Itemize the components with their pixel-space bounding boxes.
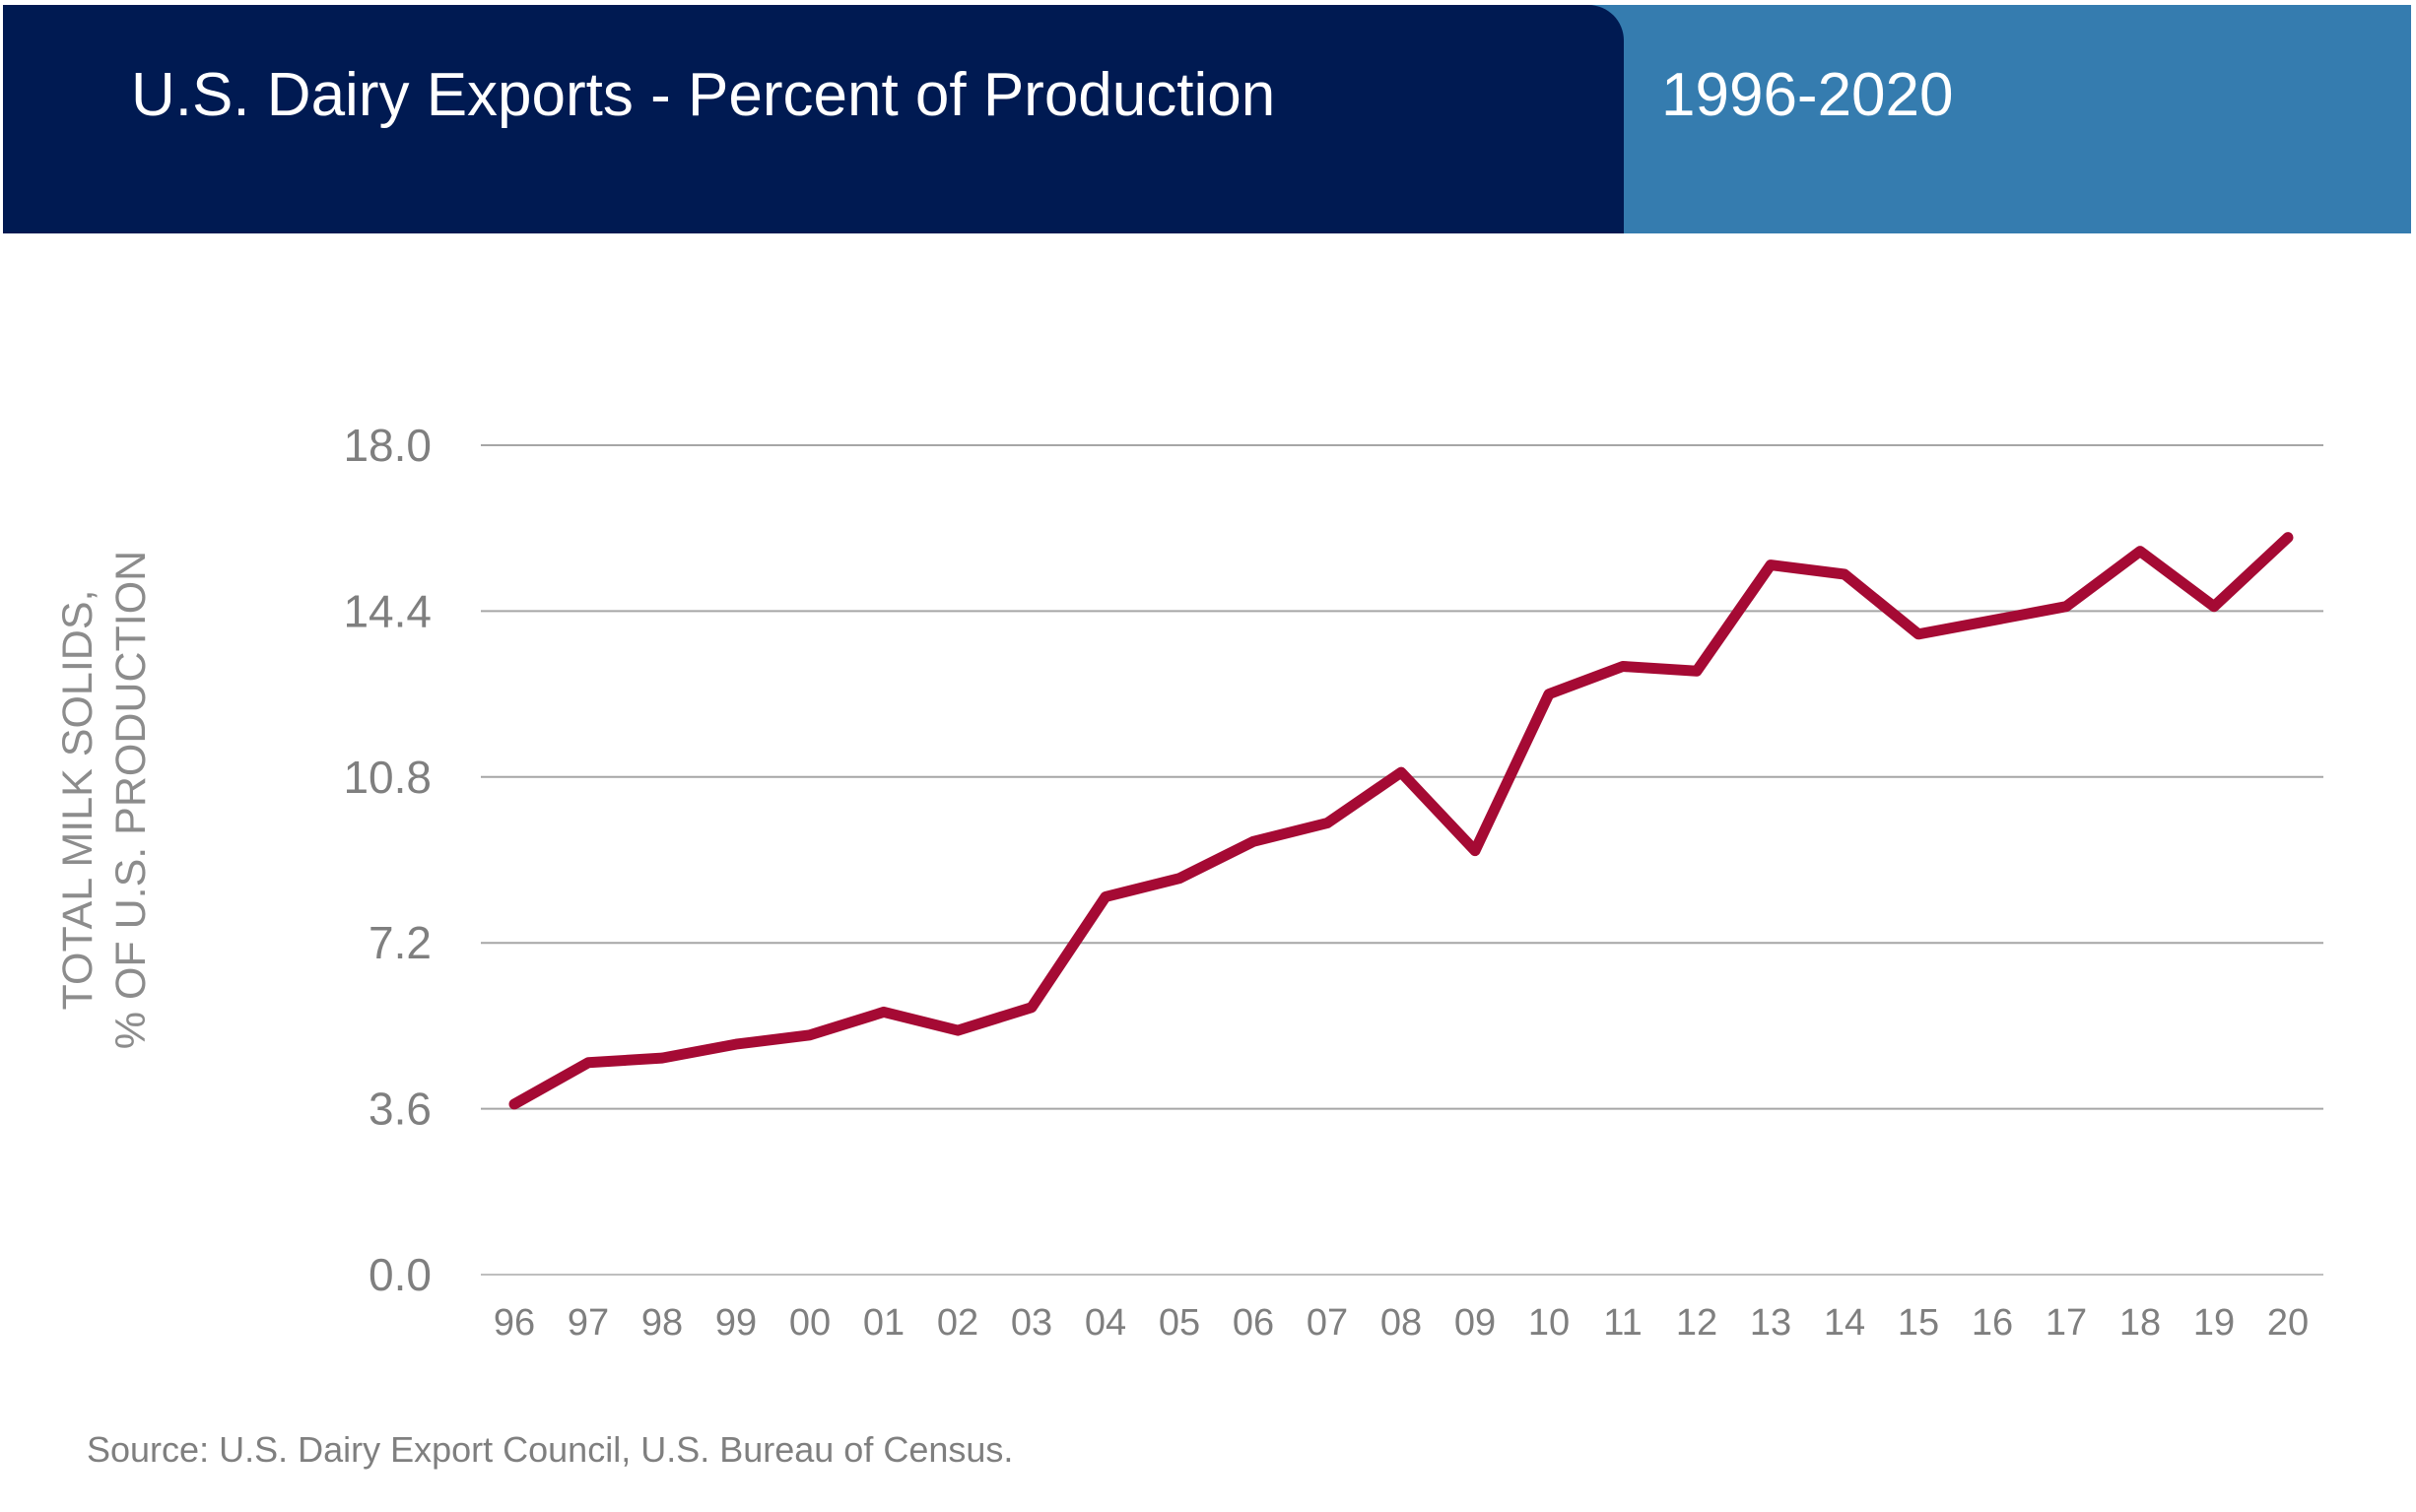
- x-tick-label: 01: [863, 1302, 905, 1344]
- x-tick-label: 18: [2119, 1302, 2161, 1344]
- source-note: Source: U.S. Dairy Export Council, U.S. …: [87, 1429, 1014, 1470]
- x-tick-label: 02: [937, 1302, 978, 1344]
- x-tick-label: 04: [1085, 1302, 1126, 1344]
- x-tick-label: 11: [1603, 1302, 1642, 1344]
- x-tick-label: 16: [1972, 1302, 2013, 1344]
- x-tick-label: 05: [1159, 1302, 1200, 1344]
- x-tick-label: 20: [2267, 1302, 2309, 1344]
- x-tick-label: 14: [1824, 1302, 1865, 1344]
- header-years-panel: 1996-2020: [1560, 5, 2411, 233]
- header-banner: U.S. Dairy Exports - Percent of Producti…: [3, 5, 2411, 233]
- x-tick-label: 07: [1307, 1302, 1348, 1344]
- x-tick-label: 19: [2193, 1302, 2235, 1344]
- x-tick-label: 99: [715, 1302, 757, 1344]
- x-tick-label: 03: [1011, 1302, 1052, 1344]
- x-tick-label: 15: [1898, 1302, 1939, 1344]
- y-axis-title-line1: TOTAL MILK SOLIDS,: [54, 589, 101, 1011]
- y-axis-title: TOTAL MILK SOLIDS, % OF U.S. PRODUCTION: [51, 455, 158, 1145]
- y-tick-label: 10.8: [343, 752, 432, 803]
- y-tick-label: 7.2: [369, 917, 432, 968]
- x-tick-label: 06: [1233, 1302, 1274, 1344]
- y-tick-label: 3.6: [369, 1084, 432, 1135]
- x-tick-label: 13: [1750, 1302, 1791, 1344]
- x-tick-label: 17: [2046, 1302, 2087, 1344]
- x-tick-label: 09: [1454, 1302, 1496, 1344]
- chart-title: U.S. Dairy Exports - Percent of Producti…: [131, 61, 1276, 129]
- x-tick-label: 96: [494, 1302, 535, 1344]
- y-tick-label: 0.0: [369, 1249, 432, 1300]
- header-title-panel: U.S. Dairy Exports - Percent of Producti…: [3, 5, 1624, 233]
- x-tick-label: 08: [1380, 1302, 1422, 1344]
- x-tick-label: 97: [568, 1302, 609, 1344]
- y-tick-label: 18.0: [343, 420, 432, 471]
- x-tick-label: 00: [789, 1302, 831, 1344]
- x-tick-label: 98: [641, 1302, 683, 1344]
- x-tick-label: 10: [1528, 1302, 1570, 1344]
- y-axis-title-line2: % OF U.S. PRODUCTION: [107, 550, 155, 1050]
- y-tick-label: 14.4: [343, 585, 432, 636]
- year-range: 1996-2020: [1661, 61, 1954, 129]
- series-line: [508, 532, 2294, 1110]
- x-tick-label: 12: [1676, 1302, 1717, 1344]
